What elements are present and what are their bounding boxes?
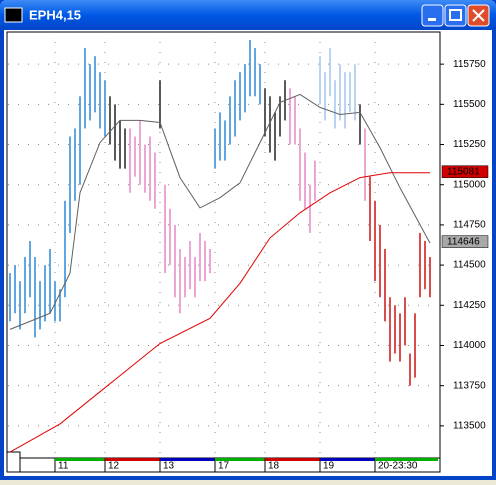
y-tick-label: 114000 xyxy=(453,340,486,351)
y-tick-label: 115000 xyxy=(453,179,486,190)
x-tick-label: 18 xyxy=(268,461,280,472)
x-tick-label: 19 xyxy=(323,461,335,472)
y-tick-label: 115750 xyxy=(453,59,486,70)
maximize-button[interactable] xyxy=(444,4,467,27)
moving-average xyxy=(9,172,430,453)
maximize-icon xyxy=(449,9,462,21)
price-marker xyxy=(441,235,489,248)
price-marker xyxy=(441,165,489,178)
y-tick-label: 113500 xyxy=(453,420,486,431)
date-strip xyxy=(265,458,320,461)
x-tick-label: 11 xyxy=(58,461,69,472)
y-tick-label: 114250 xyxy=(453,300,486,311)
date-strip xyxy=(320,458,375,461)
window-title: EPH4,15 xyxy=(29,7,81,22)
price-marker-label: 115081 xyxy=(447,166,480,177)
minimize-button[interactable] xyxy=(421,4,444,27)
date-strip xyxy=(215,458,265,461)
y-tick-label: 115250 xyxy=(453,139,486,150)
y-tick-label: 114750 xyxy=(453,220,486,231)
date-strip xyxy=(55,458,105,461)
app-icon xyxy=(4,7,23,23)
date-strip xyxy=(160,458,215,461)
scroll-box[interactable] xyxy=(6,451,21,473)
moving-average xyxy=(9,93,431,330)
price-marker-label: 114646 xyxy=(447,236,480,247)
y-tick-label: 115500 xyxy=(453,99,486,110)
x-tick-label: 13 xyxy=(163,461,175,472)
title-bar xyxy=(0,0,496,30)
minimize-icon xyxy=(428,18,436,21)
x-tick-label: 12 xyxy=(108,461,120,472)
date-strip xyxy=(375,458,438,461)
plot-area xyxy=(6,31,441,459)
x-tick-label: 20-23:30 xyxy=(378,461,418,472)
y-tick-label: 113750 xyxy=(453,380,486,391)
date-strip xyxy=(105,458,160,461)
y-tick-label: 114500 xyxy=(453,260,486,271)
close-icon xyxy=(472,9,485,22)
x-tick-label: 17 xyxy=(218,461,230,472)
